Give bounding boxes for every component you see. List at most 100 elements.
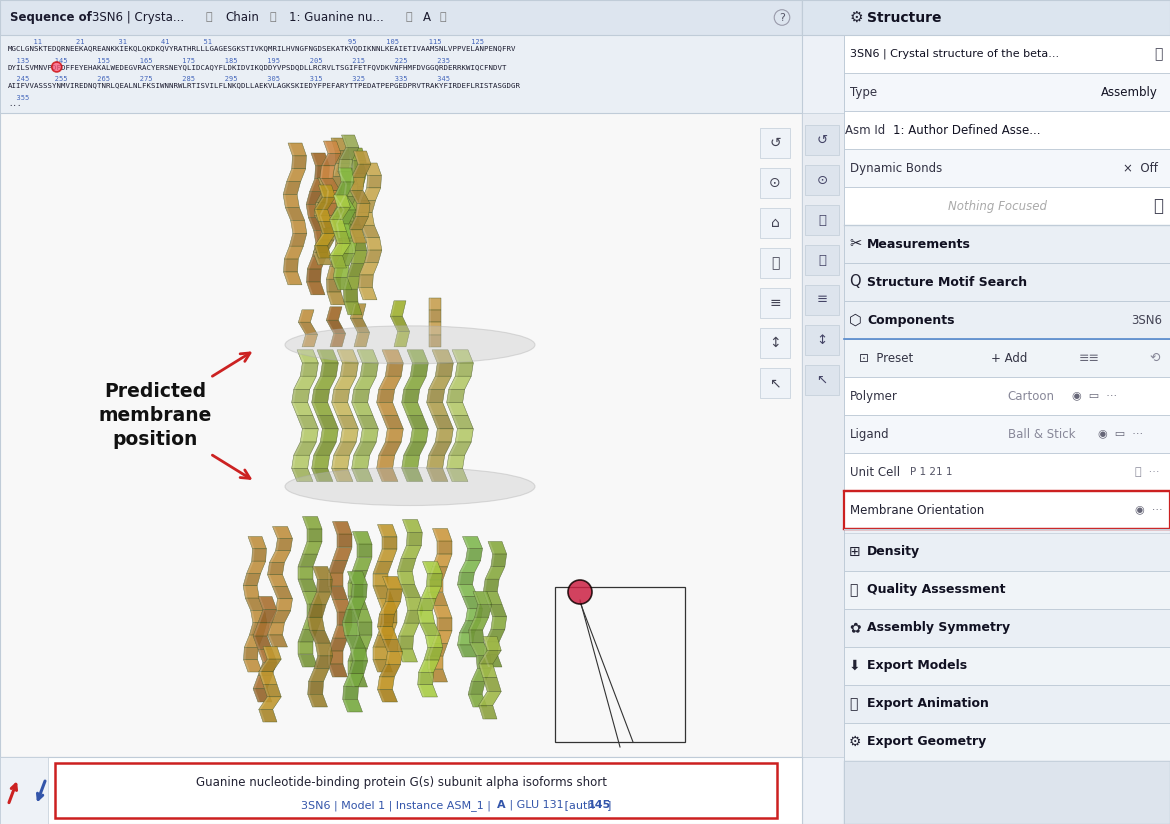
Polygon shape xyxy=(373,586,392,598)
Polygon shape xyxy=(343,700,350,712)
Polygon shape xyxy=(259,659,281,672)
Polygon shape xyxy=(476,656,480,668)
Polygon shape xyxy=(347,674,355,687)
Polygon shape xyxy=(488,604,495,617)
Polygon shape xyxy=(301,428,304,442)
Polygon shape xyxy=(378,677,394,690)
Polygon shape xyxy=(291,455,296,468)
Polygon shape xyxy=(344,674,351,686)
Bar xyxy=(805,125,839,155)
Polygon shape xyxy=(303,517,309,529)
Polygon shape xyxy=(483,636,501,650)
Polygon shape xyxy=(424,648,429,660)
Text: A: A xyxy=(497,800,505,810)
Polygon shape xyxy=(330,255,346,268)
Polygon shape xyxy=(338,229,357,241)
Polygon shape xyxy=(462,536,482,549)
Bar xyxy=(844,35,1170,73)
Polygon shape xyxy=(331,138,349,151)
Polygon shape xyxy=(326,266,344,279)
Polygon shape xyxy=(407,415,414,428)
Polygon shape xyxy=(335,253,343,265)
Polygon shape xyxy=(328,560,347,574)
Polygon shape xyxy=(298,310,314,322)
Polygon shape xyxy=(331,468,339,481)
Polygon shape xyxy=(336,224,340,238)
Bar xyxy=(0,757,48,824)
Polygon shape xyxy=(303,541,322,554)
Polygon shape xyxy=(335,241,338,254)
Text: DYILSVMNVPDFDFFEYEHAKALWEDEGVRACYERSNEYQLIDCAQYFLDKIDVIKQDDYVPSDQDLLRCRVLTSGIFET: DYILSVMNVPDFDFFEYEHAKALWEDEGVRACYERSNEYQ… xyxy=(8,64,508,70)
Polygon shape xyxy=(378,598,384,611)
Polygon shape xyxy=(309,218,328,231)
Polygon shape xyxy=(273,527,292,539)
Polygon shape xyxy=(333,278,352,290)
Polygon shape xyxy=(428,657,443,669)
Polygon shape xyxy=(347,597,355,609)
Polygon shape xyxy=(363,163,381,176)
Polygon shape xyxy=(314,231,318,243)
Polygon shape xyxy=(309,669,316,681)
Polygon shape xyxy=(294,442,316,455)
Polygon shape xyxy=(356,204,359,217)
Polygon shape xyxy=(321,428,325,442)
Polygon shape xyxy=(298,654,304,667)
Text: ≡: ≡ xyxy=(817,293,827,307)
Polygon shape xyxy=(378,525,397,536)
Polygon shape xyxy=(287,169,305,181)
Text: ⬡: ⬡ xyxy=(849,312,862,327)
Polygon shape xyxy=(457,585,477,597)
Text: ⊙: ⊙ xyxy=(769,176,780,190)
Polygon shape xyxy=(307,282,325,295)
Polygon shape xyxy=(427,390,431,402)
Polygon shape xyxy=(377,455,381,468)
Polygon shape xyxy=(447,390,464,402)
Polygon shape xyxy=(429,335,431,347)
Polygon shape xyxy=(326,202,343,215)
Polygon shape xyxy=(411,363,428,377)
Polygon shape xyxy=(352,531,359,545)
Polygon shape xyxy=(386,652,390,664)
Text: ⟲: ⟲ xyxy=(1150,352,1161,364)
Polygon shape xyxy=(379,664,400,677)
Polygon shape xyxy=(447,468,468,481)
Polygon shape xyxy=(283,181,301,194)
Polygon shape xyxy=(333,195,351,207)
Polygon shape xyxy=(317,350,338,363)
Polygon shape xyxy=(326,190,330,202)
Polygon shape xyxy=(338,168,357,180)
Polygon shape xyxy=(381,415,404,428)
Polygon shape xyxy=(352,531,372,545)
Polygon shape xyxy=(347,570,367,583)
Polygon shape xyxy=(302,335,317,347)
Polygon shape xyxy=(352,609,359,622)
Polygon shape xyxy=(460,560,481,573)
Polygon shape xyxy=(486,630,505,642)
Polygon shape xyxy=(335,182,355,196)
Text: Guanine nucleotide-binding protein G(s) subunit alpha isoforms short: Guanine nucleotide-binding protein G(s) … xyxy=(195,776,606,789)
Text: Export Geometry: Export Geometry xyxy=(867,736,986,748)
Bar xyxy=(844,647,1170,685)
Polygon shape xyxy=(339,147,359,160)
Polygon shape xyxy=(424,648,442,660)
Polygon shape xyxy=(350,177,353,190)
Polygon shape xyxy=(329,215,347,228)
Polygon shape xyxy=(411,428,428,442)
Polygon shape xyxy=(488,541,507,554)
Polygon shape xyxy=(337,208,355,221)
Text: 3SN6 | Model 1 | Instance ASM_1 |: 3SN6 | Model 1 | Instance ASM_1 | xyxy=(301,800,495,811)
Polygon shape xyxy=(483,636,489,650)
Polygon shape xyxy=(332,522,339,535)
Polygon shape xyxy=(362,188,369,200)
Polygon shape xyxy=(428,644,435,657)
Polygon shape xyxy=(469,617,477,630)
Text: 1: Author Defined Asse...: 1: Author Defined Asse... xyxy=(893,124,1040,137)
Bar xyxy=(760,128,790,158)
Polygon shape xyxy=(486,630,493,642)
Bar xyxy=(844,415,1170,453)
Polygon shape xyxy=(357,622,359,635)
Polygon shape xyxy=(475,604,480,617)
Polygon shape xyxy=(347,148,366,161)
Polygon shape xyxy=(333,204,349,217)
Polygon shape xyxy=(427,455,445,468)
